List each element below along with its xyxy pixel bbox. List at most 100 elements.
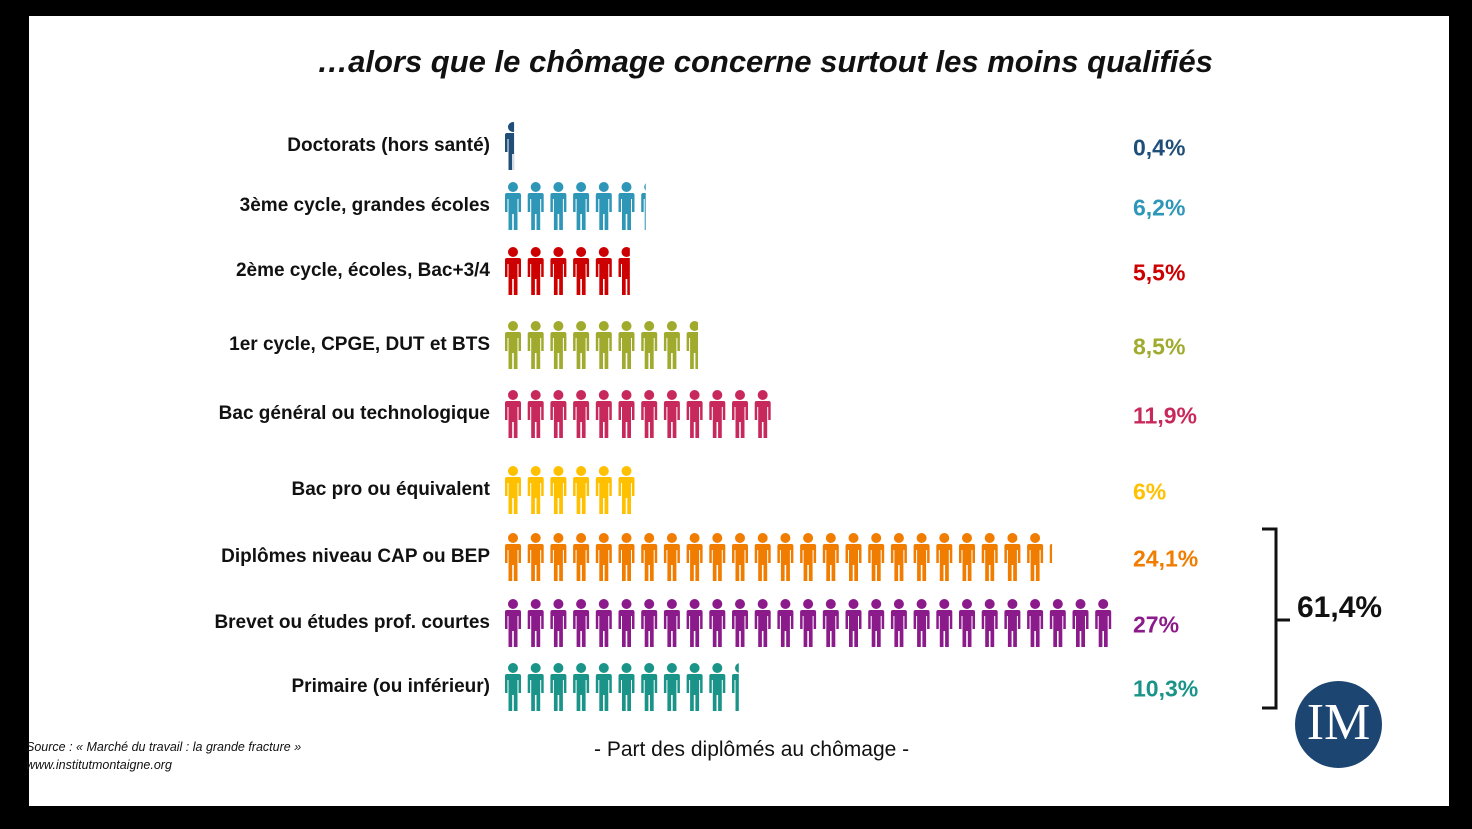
pictogram-bar: [505, 663, 748, 711]
person-icon: [664, 321, 680, 369]
pictogram-bar: [505, 247, 635, 295]
person-icon: [573, 599, 589, 647]
person-icon: [641, 321, 657, 369]
person-icon: [573, 390, 589, 438]
person-icon: [1095, 599, 1111, 647]
person-icon: [1027, 533, 1043, 581]
person-icon: [596, 390, 612, 438]
person-icon: [505, 599, 521, 647]
pictogram-bar: [505, 533, 1066, 581]
x-axis-caption: - Part des diplômés au chômage -: [594, 738, 909, 762]
person-icon: [619, 390, 635, 438]
person-icon: [823, 533, 839, 581]
person-icon: [573, 663, 589, 711]
person-icon: [936, 599, 952, 647]
person-icon: [550, 321, 566, 369]
person-icon: [687, 390, 703, 438]
person-icon: [528, 466, 544, 514]
person-icon: [596, 321, 612, 369]
person-icon: [505, 533, 521, 581]
person-icon: [505, 321, 521, 369]
pictogram-bar: [505, 390, 771, 438]
person-icon: [1027, 599, 1043, 647]
pictogram-bar: [505, 321, 703, 369]
person-icon: [550, 390, 566, 438]
person-icon: [846, 533, 862, 581]
pictogram-bar: [505, 122, 521, 170]
person-icon: [732, 533, 748, 581]
person-icon: [1004, 599, 1020, 647]
person-icon: [550, 247, 566, 295]
person-icon: [619, 321, 635, 369]
pictogram-bar: [505, 599, 1111, 647]
person-icon: [777, 599, 793, 647]
person-icon: [641, 599, 657, 647]
person-icon: [619, 182, 635, 230]
person-icon: [982, 599, 998, 647]
person-icon: [550, 663, 566, 711]
person-icon: [573, 247, 589, 295]
person-icon: [664, 533, 680, 581]
person-icon: [914, 533, 930, 581]
person-icon: [755, 533, 771, 581]
person-icon: [596, 533, 612, 581]
person-icon: [528, 182, 544, 230]
person-icon: [755, 599, 771, 647]
person-icon: [664, 663, 680, 711]
person-icon: [596, 663, 612, 711]
person-icon: [687, 599, 703, 647]
institut-montaigne-logo: IM: [1295, 681, 1382, 768]
person-icon: [1004, 533, 1020, 581]
person-icon: [528, 533, 544, 581]
person-icon: [709, 390, 725, 438]
person-icon: [505, 182, 521, 230]
person-icon: [550, 466, 566, 514]
pictogram-bar: [505, 182, 657, 230]
person-icon: [505, 466, 521, 514]
person-icon: [641, 663, 657, 711]
person-icon: [550, 599, 566, 647]
person-icon: [709, 533, 725, 581]
person-icon: [687, 663, 703, 711]
person-icon: [596, 466, 612, 514]
person-icon: [800, 533, 816, 581]
person-icon: [528, 390, 544, 438]
person-icon: [936, 533, 952, 581]
person-icon: [550, 533, 566, 581]
person-icon: [641, 182, 657, 230]
person-icon: [619, 247, 635, 295]
person-icon: [846, 599, 862, 647]
source-url: www.institutmontaigne.org: [26, 758, 172, 772]
person-icon: [664, 599, 680, 647]
person-icon: [573, 321, 589, 369]
person-icon: [573, 182, 589, 230]
person-icon: [619, 466, 635, 514]
person-icon: [619, 533, 635, 581]
pictogram-bar: [505, 466, 635, 514]
source-text: Source : « Marché du travail : la grande…: [26, 740, 301, 754]
person-icon: [528, 247, 544, 295]
person-icon: [619, 599, 635, 647]
person-icon: [914, 599, 930, 647]
person-icon: [641, 533, 657, 581]
person-icon: [528, 599, 544, 647]
person-icon: [1073, 599, 1089, 647]
person-icon: [573, 466, 589, 514]
person-icon: [891, 533, 907, 581]
person-icon: [732, 599, 748, 647]
person-icon: [687, 321, 703, 369]
person-icon: [732, 390, 748, 438]
person-icon: [596, 182, 612, 230]
person-icon: [755, 390, 771, 438]
person-icon: [619, 663, 635, 711]
person-icon: [800, 599, 816, 647]
person-icon: [528, 663, 544, 711]
grouped-total-label: 61,4%: [1297, 591, 1382, 625]
person-icon: [505, 663, 521, 711]
person-icon: [823, 599, 839, 647]
person-icon: [505, 390, 521, 438]
person-icon: [1050, 599, 1066, 647]
person-icon: [1050, 533, 1066, 581]
person-icon: [868, 599, 884, 647]
